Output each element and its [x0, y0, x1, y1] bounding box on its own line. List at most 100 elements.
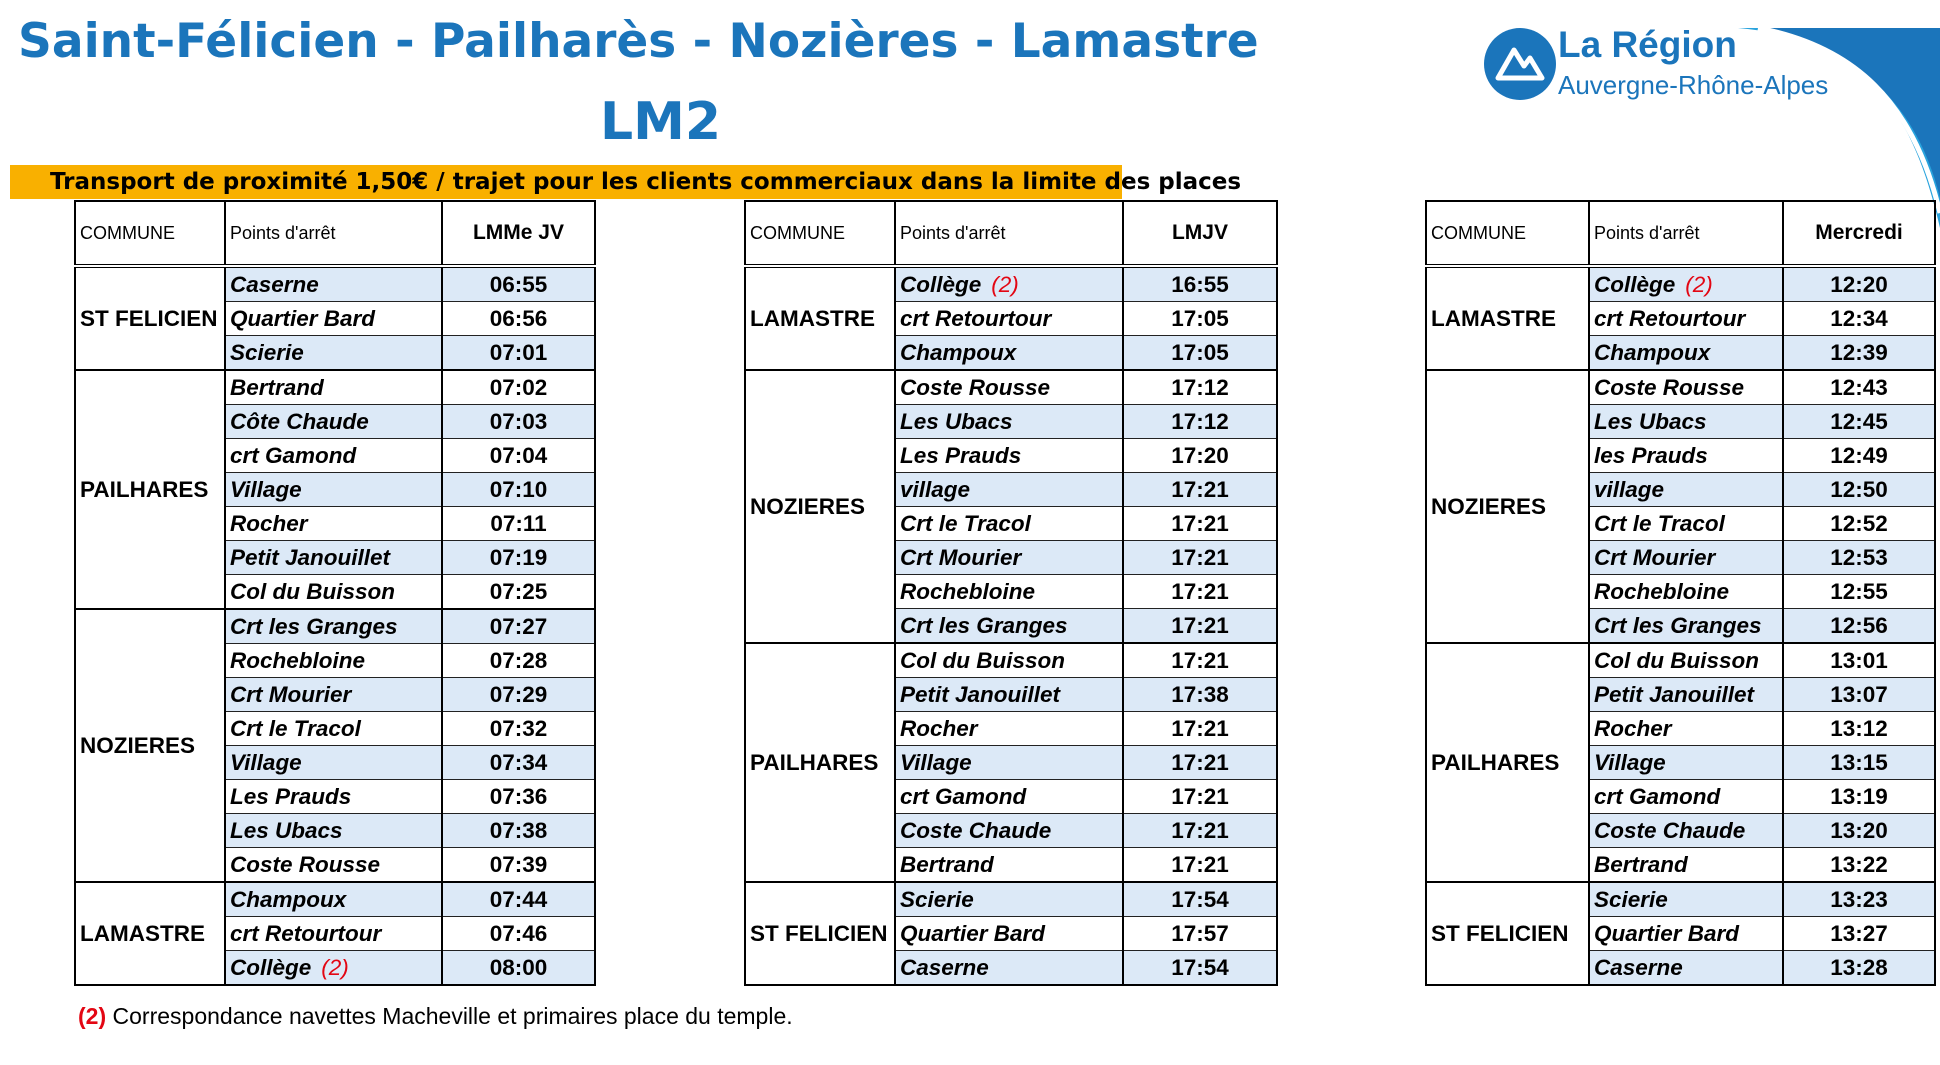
stop-cell: Les Ubacs	[1588, 404, 1784, 439]
table-row: Champoux 12:39	[1426, 335, 1936, 371]
header-time: LMJV	[1122, 200, 1278, 268]
stop-name: Coste Rousse	[230, 851, 381, 877]
table-row: PAILHARES Col du Buisson 13:01	[1425, 642, 1936, 883]
time-cell: 13:19	[1782, 779, 1936, 814]
table-row: Rocher 13:12	[1426, 711, 1936, 746]
stop-cell: Coste Rousse	[894, 369, 1124, 405]
time-cell: 17:21	[1122, 847, 1278, 883]
logo-title: La Région	[1558, 24, 1737, 65]
table-row: crt Retourtour 12:34	[1426, 301, 1936, 336]
table-row: PAILHARES Bertrand 07:02	[74, 369, 596, 610]
stop-cell: Les Ubacs	[894, 404, 1124, 439]
table-row: Rochebloine 17:21	[745, 574, 1278, 609]
table-row: Bertrand 17:21	[745, 847, 1278, 883]
stop-cell: Rochebloine	[1588, 574, 1784, 609]
stop-cell: Rocher	[1588, 711, 1784, 746]
table-row: Petit Janouillet 17:38	[745, 677, 1278, 712]
time-cell: 13:22	[1782, 847, 1936, 883]
time-cell: 12:49	[1782, 438, 1936, 473]
logo-swoosh-white	[1757, 28, 1940, 214]
table-row: Caserne 17:54	[745, 950, 1278, 986]
stop-name: Petit Janouillet	[900, 681, 1061, 707]
table-row: Petit Janouillet 13:07	[1426, 677, 1936, 712]
stop-cell: Village	[224, 745, 443, 780]
time-cell: 07:19	[441, 540, 596, 575]
stop-cell: Coste Chaude	[894, 813, 1124, 848]
time-cell: 13:15	[1782, 745, 1936, 780]
stop-name: Caserne	[900, 954, 989, 980]
time-cell: 17:21	[1122, 574, 1278, 609]
stop-name: Crt les Granges	[1594, 612, 1762, 638]
stop-name: village	[900, 476, 971, 502]
table-row: Petit Janouillet 07:19	[75, 540, 596, 575]
table-row: Crt Mourier 07:29	[75, 677, 596, 712]
time-cell: 12:56	[1782, 608, 1936, 644]
stop-name: Les Ubacs	[900, 408, 1013, 434]
time-cell: 07:01	[441, 335, 596, 371]
table-row: crt Retourtour 07:46	[75, 916, 596, 951]
time-cell: 17:21	[1122, 472, 1278, 507]
time-cell: 17:54	[1122, 950, 1278, 986]
time-cell: 12:50	[1782, 472, 1936, 507]
stop-cell: crt Gamond	[1588, 779, 1784, 814]
time-cell: 17:57	[1122, 916, 1278, 951]
time-cell: 12:53	[1782, 540, 1936, 575]
table-row: Les Prauds 17:20	[745, 438, 1278, 473]
table-row: Crt Mourier 17:21	[745, 540, 1278, 575]
stop-name: Coste Chaude	[900, 817, 1052, 843]
table-row: Village 13:15	[1426, 745, 1936, 780]
table-row: Crt le Tracol 17:21	[745, 506, 1278, 541]
time-cell: 07:25	[441, 574, 596, 610]
table-row: NOZIERES Coste Rousse 17:12	[744, 369, 1278, 644]
time-cell: 12:34	[1782, 301, 1936, 336]
logo-subtitle: Auvergne-Rhône-Alpes	[1558, 70, 1829, 100]
table-row: Coste Rousse 07:39	[75, 847, 596, 883]
table-row: PAILHARES Col du Buisson 17:21	[744, 642, 1278, 883]
region-logo	[1484, 28, 1940, 228]
time-cell: 06:55	[441, 265, 596, 302]
stop-name: Collège	[230, 954, 312, 980]
stop-name: Crt les Granges	[230, 613, 398, 639]
stop-name: Village	[1594, 749, 1666, 775]
stop-name: Petit Janouillet	[230, 544, 391, 570]
time-cell: 13:12	[1782, 711, 1936, 746]
stop-name: Rocher	[900, 715, 978, 741]
timetable-morning: COMMUNE Points d'arrêt LMMe JV ST FELICI…	[74, 200, 596, 986]
commune-cell: PAILHARES	[1425, 642, 1590, 883]
time-cell: 17:21	[1122, 711, 1278, 746]
stop-name: Petit Janouillet	[1594, 681, 1755, 707]
stop-cell: Caserne	[1588, 950, 1784, 986]
stop-name: Col du Buisson	[1594, 647, 1759, 673]
commune-cell: LAMASTRE	[1425, 265, 1590, 371]
stop-cell: Champoux	[1588, 335, 1784, 371]
stop-cell: Rochebloine	[224, 643, 443, 678]
timetable-afternoon: COMMUNE Points d'arrêt LMJV LAMASTRE Coll…	[744, 200, 1278, 986]
stop-name: Scierie	[230, 339, 304, 365]
time-cell: 12:43	[1782, 369, 1936, 405]
commune-cell: LAMASTRE	[744, 265, 896, 371]
stop-cell: Petit Janouillet	[894, 677, 1124, 712]
time-cell: 07:11	[441, 506, 596, 541]
footnote-text: Correspondance navettes Macheville et pr…	[106, 1003, 793, 1029]
stop-cell: Rocher	[224, 506, 443, 541]
table-row: Rocher 17:21	[745, 711, 1278, 746]
time-cell: 17:05	[1122, 335, 1278, 371]
table-row: Côte Chaude 07:03	[75, 404, 596, 439]
stop-name: Col du Buisson	[900, 647, 1065, 673]
stop-name: Caserne	[230, 271, 319, 297]
table-row: Village 17:21	[745, 745, 1278, 780]
time-cell: 13:07	[1782, 677, 1936, 712]
header-commune: COMMUNE	[744, 200, 896, 268]
stop-cell: village	[894, 472, 1124, 507]
stop-cell: Quartier Bard	[894, 916, 1124, 951]
stop-cell: Les Prauds	[224, 779, 443, 814]
stop-name: Les Ubacs	[230, 817, 343, 843]
stop-cell: Champoux	[224, 881, 443, 917]
stop-name: Crt le Tracol	[1594, 510, 1725, 536]
stop-cell: les Prauds	[1588, 438, 1784, 473]
header-stop: Points d'arrêt	[1588, 200, 1784, 268]
time-cell: 07:10	[441, 472, 596, 507]
stop-name: Rochebloine	[1594, 578, 1730, 604]
commune-cell: NOZIERES	[1425, 369, 1590, 644]
stop-cell: Rochebloine	[894, 574, 1124, 609]
